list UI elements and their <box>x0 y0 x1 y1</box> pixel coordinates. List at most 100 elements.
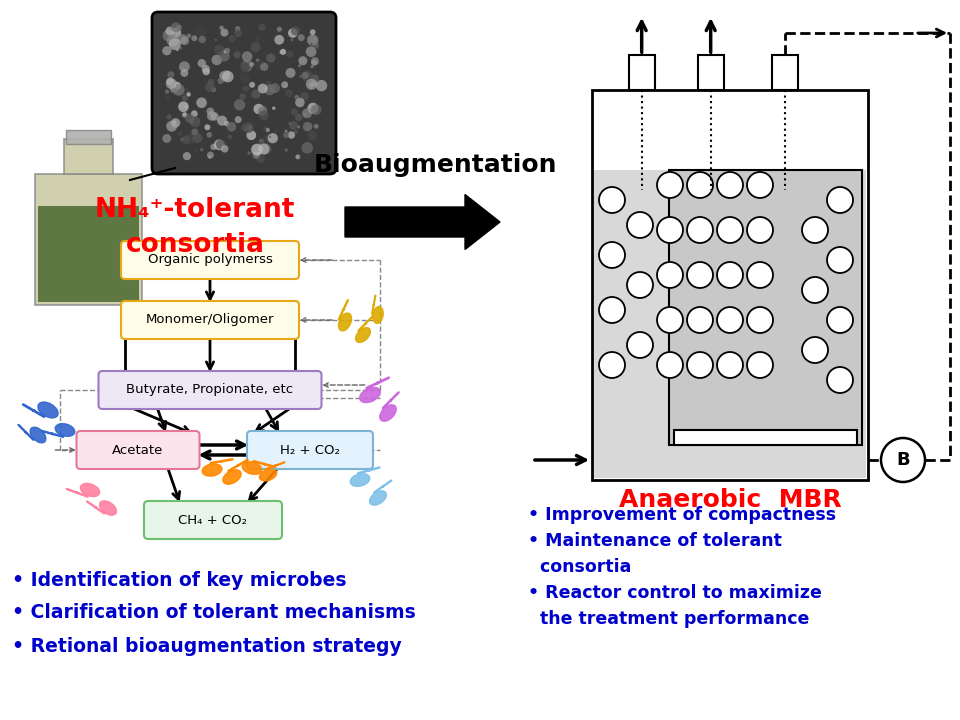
Circle shape <box>214 140 225 150</box>
Ellipse shape <box>259 469 276 481</box>
Circle shape <box>248 151 251 155</box>
Circle shape <box>249 82 255 88</box>
Circle shape <box>221 145 228 153</box>
Ellipse shape <box>30 427 46 443</box>
Circle shape <box>285 148 288 152</box>
Circle shape <box>242 51 252 62</box>
Circle shape <box>260 63 269 71</box>
Circle shape <box>198 59 206 68</box>
Circle shape <box>179 66 183 71</box>
Circle shape <box>162 46 172 55</box>
Text: Monomer/Oligomer: Monomer/Oligomer <box>146 313 275 326</box>
Circle shape <box>687 172 713 198</box>
Circle shape <box>258 143 270 155</box>
Circle shape <box>310 66 314 68</box>
Text: • Clarification of tolerant mechanisms: • Clarification of tolerant mechanisms <box>12 603 416 623</box>
Circle shape <box>296 155 300 159</box>
Text: Organic polymerss: Organic polymerss <box>148 253 273 266</box>
Circle shape <box>288 28 298 38</box>
Circle shape <box>316 80 327 91</box>
Circle shape <box>306 78 317 90</box>
Circle shape <box>747 262 773 288</box>
Circle shape <box>627 212 653 238</box>
Circle shape <box>191 110 198 117</box>
Circle shape <box>191 121 194 124</box>
Circle shape <box>299 56 307 66</box>
Circle shape <box>310 37 319 45</box>
Circle shape <box>177 25 182 31</box>
Circle shape <box>171 28 181 38</box>
Circle shape <box>227 122 236 132</box>
Circle shape <box>211 55 222 66</box>
Circle shape <box>278 50 282 54</box>
Circle shape <box>234 99 245 110</box>
Circle shape <box>300 75 302 78</box>
Circle shape <box>827 247 853 273</box>
Circle shape <box>687 352 713 378</box>
Bar <box>66 130 110 144</box>
Circle shape <box>180 36 189 45</box>
Circle shape <box>209 80 212 82</box>
Circle shape <box>275 35 284 45</box>
Circle shape <box>196 97 206 108</box>
Circle shape <box>291 26 300 35</box>
Circle shape <box>166 78 174 86</box>
Circle shape <box>210 144 217 150</box>
Circle shape <box>182 152 191 161</box>
Circle shape <box>180 61 190 72</box>
Circle shape <box>747 172 773 198</box>
Circle shape <box>172 120 177 125</box>
Circle shape <box>717 262 743 288</box>
Ellipse shape <box>355 328 371 343</box>
Circle shape <box>206 132 212 138</box>
Circle shape <box>747 352 773 378</box>
Ellipse shape <box>203 464 222 476</box>
Circle shape <box>301 72 309 79</box>
Circle shape <box>308 83 313 88</box>
FancyBboxPatch shape <box>121 301 299 339</box>
Circle shape <box>259 110 269 120</box>
Bar <box>592 90 868 480</box>
Circle shape <box>207 78 214 86</box>
Circle shape <box>302 109 312 118</box>
Circle shape <box>285 68 296 78</box>
Circle shape <box>174 82 181 89</box>
Circle shape <box>802 337 828 363</box>
Circle shape <box>222 71 233 82</box>
Bar <box>629 55 655 90</box>
Circle shape <box>258 142 267 151</box>
Circle shape <box>285 130 288 132</box>
Circle shape <box>207 151 214 158</box>
Circle shape <box>289 121 298 130</box>
Circle shape <box>203 68 210 75</box>
Circle shape <box>264 84 276 95</box>
Ellipse shape <box>242 462 262 474</box>
Circle shape <box>228 135 232 139</box>
FancyArrow shape <box>345 194 500 250</box>
Circle shape <box>235 26 240 31</box>
Bar <box>35 174 142 305</box>
Circle shape <box>208 155 212 158</box>
Circle shape <box>216 140 226 149</box>
Circle shape <box>234 116 242 123</box>
Circle shape <box>171 80 174 82</box>
Circle shape <box>199 36 206 43</box>
Circle shape <box>166 96 169 99</box>
Circle shape <box>178 131 182 136</box>
Circle shape <box>217 116 228 126</box>
Circle shape <box>268 133 278 143</box>
Circle shape <box>171 22 180 32</box>
Circle shape <box>166 114 172 120</box>
Ellipse shape <box>350 474 370 486</box>
Circle shape <box>241 60 252 72</box>
Circle shape <box>305 46 317 57</box>
Circle shape <box>281 81 288 89</box>
Circle shape <box>240 73 251 84</box>
Circle shape <box>179 102 189 112</box>
Circle shape <box>171 118 180 127</box>
Circle shape <box>240 94 246 100</box>
Circle shape <box>180 88 191 99</box>
Circle shape <box>234 29 242 37</box>
Circle shape <box>210 112 219 121</box>
Circle shape <box>827 367 853 393</box>
